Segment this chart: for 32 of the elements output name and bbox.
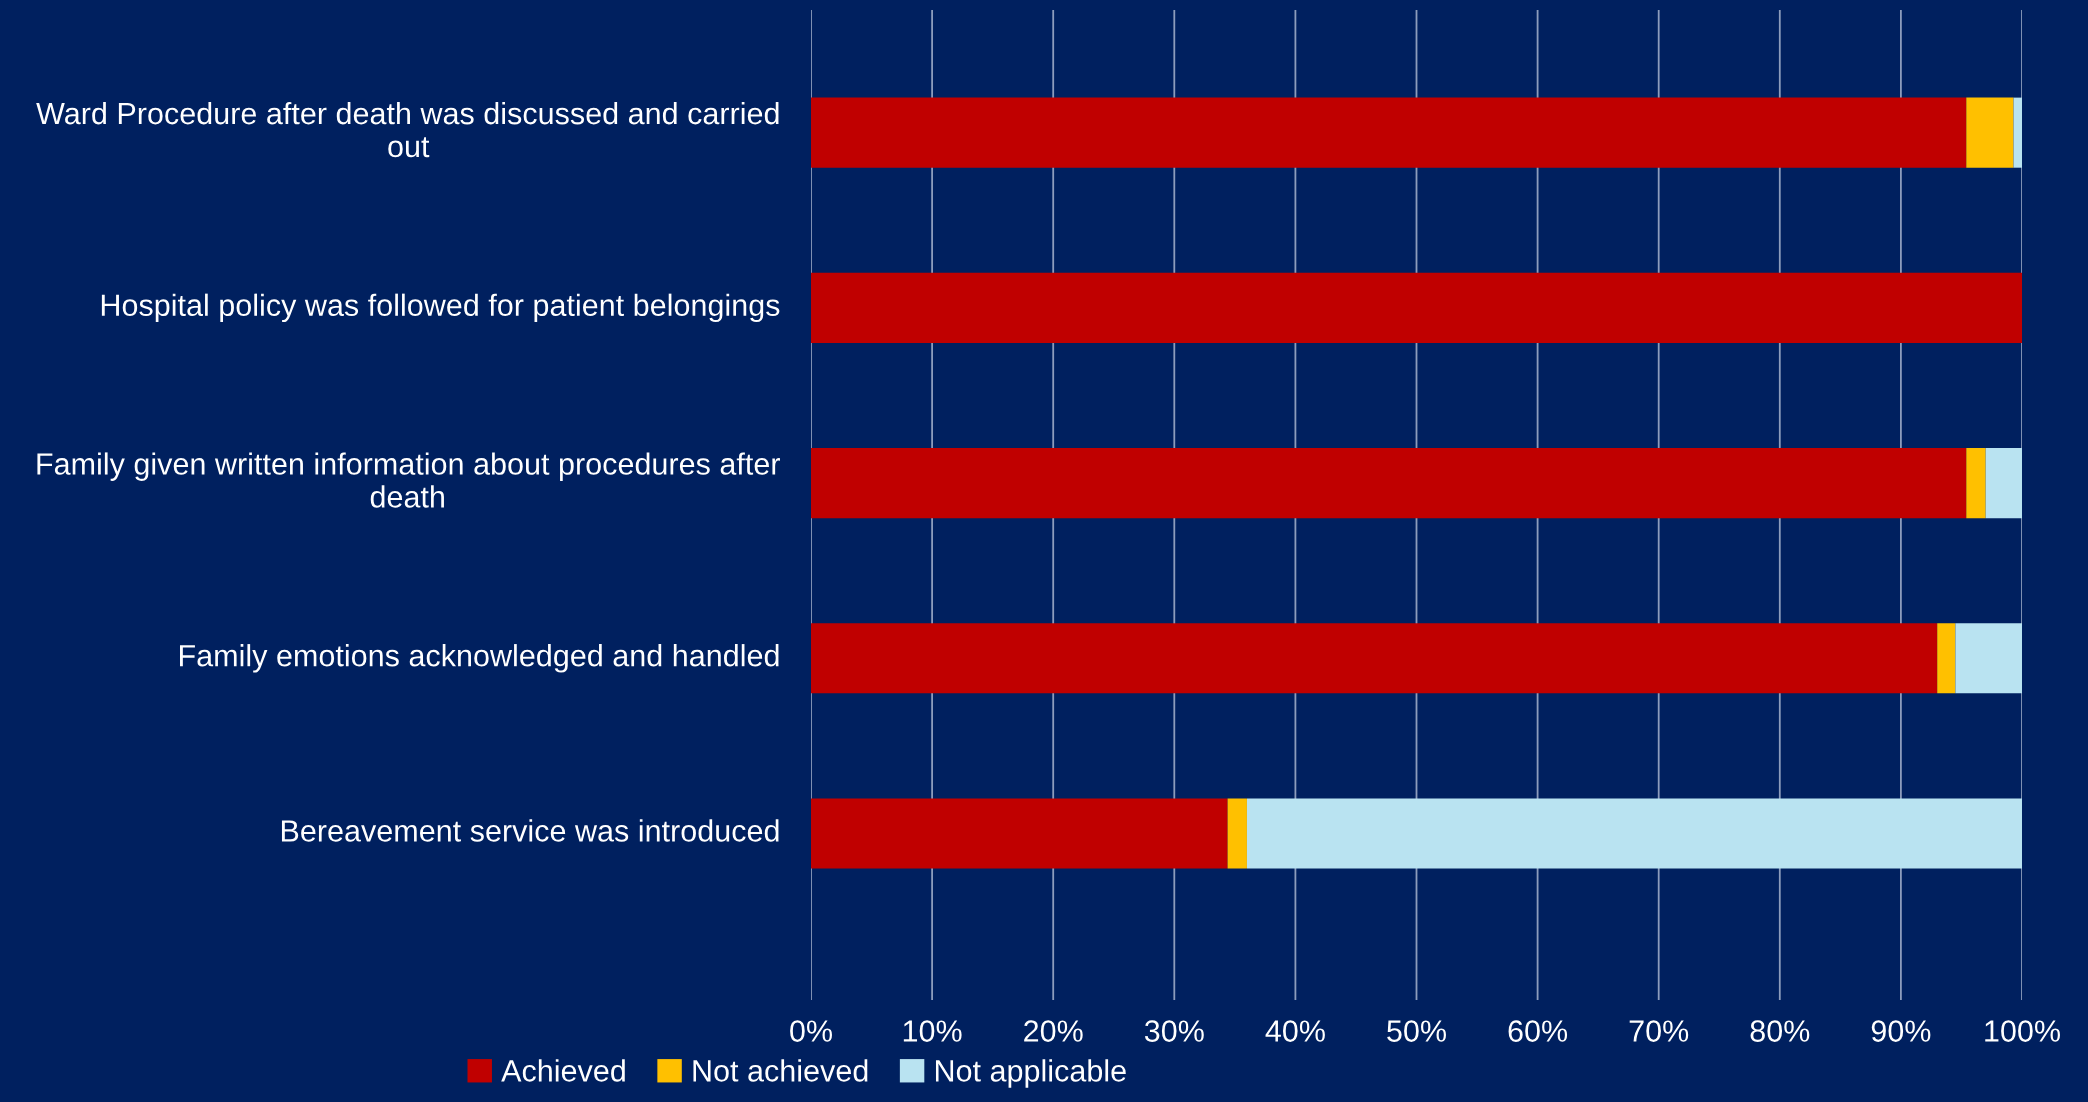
bar: [811, 272, 2022, 343]
bar: [811, 448, 1967, 519]
x-tick-label: 20%: [1024, 1020, 1083, 1042]
x-tick-label: 70%: [1629, 1020, 1689, 1042]
bar: [1966, 97, 2014, 168]
legend-label: Not applicable: [935, 1059, 1126, 1088]
bar: [1955, 623, 2022, 694]
x-tick-label: 100%: [1985, 1020, 2060, 1042]
y-tick-label: Family emotions acknowledged and handled: [180, 644, 779, 673]
bar: [1227, 798, 1247, 869]
legend-label: Not achieved: [693, 1059, 868, 1082]
bar: [1246, 798, 2022, 869]
x-tick-label: 10%: [903, 1020, 962, 1042]
x-tick-label: 50%: [1387, 1020, 1446, 1042]
y-tick-label: Hospital policy was followed for patient belongings: [101, 293, 780, 323]
bar: [1937, 623, 1956, 694]
y-tick-label: Family given written information about procedures after death: [37, 452, 780, 508]
bar: [1966, 448, 1986, 519]
bar: [811, 97, 1967, 168]
x-tick-label: 40%: [1265, 1020, 1325, 1042]
legend-label: Achieved: [501, 1059, 625, 1082]
x-tick-label: 90%: [1871, 1020, 1931, 1042]
bar: [811, 623, 1938, 694]
y-tick-label: Ward Procedure after death was discussed and carried out: [36, 101, 779, 158]
x-tick-label: 0%: [790, 1020, 832, 1042]
bar: [1985, 448, 2022, 519]
x-tick-label: 80%: [1750, 1020, 1810, 1042]
y-tick-label: Bereavement service was introduced: [281, 819, 779, 842]
bar: [811, 798, 1228, 869]
bar: [2013, 97, 2022, 168]
x-tick-label: 60%: [1508, 1020, 1568, 1042]
x-tick-label: 30%: [1144, 1020, 1204, 1042]
